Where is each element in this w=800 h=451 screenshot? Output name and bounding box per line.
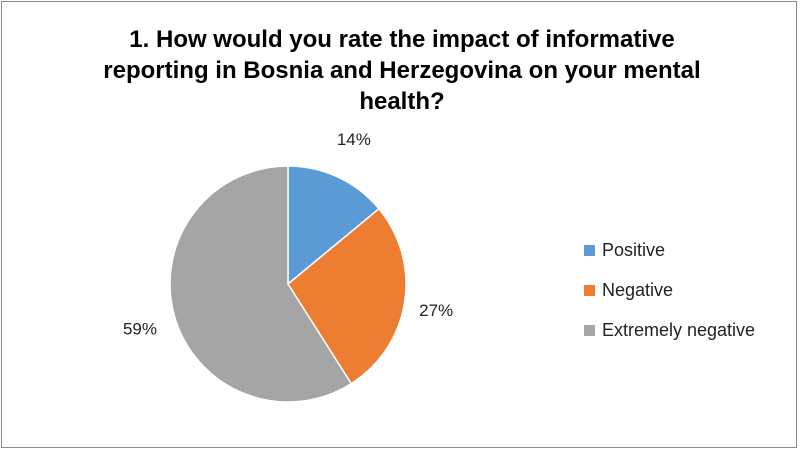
- legend-swatch-extremely-negative: [584, 324, 595, 336]
- data-label-extremely-negative: 59%: [123, 319, 157, 338]
- legend-label-negative: Negative: [602, 279, 674, 300]
- pie-slice-negative: [287, 207, 407, 385]
- legend-item-extremely-negative: Extremely negative: [584, 310, 755, 350]
- legend: Positive Negative Extremely negative: [584, 230, 755, 350]
- pie-slice-extremely-negative: [169, 165, 353, 403]
- legend-label-positive: Positive: [602, 239, 666, 260]
- data-label-positive: 14%: [337, 130, 371, 149]
- legend-swatch-positive: [584, 244, 595, 256]
- legend-item-positive: Positive: [584, 230, 755, 270]
- legend-label-extremely-negative: Extremely negative: [602, 319, 756, 340]
- pie-slice-positive: [287, 165, 380, 286]
- legend-item-negative: Negative: [584, 270, 755, 310]
- data-label-negative: 27%: [419, 301, 453, 320]
- legend-swatch-negative: [584, 284, 595, 296]
- chart-title: 1. How would you rate the impact of info…: [103, 26, 701, 115]
